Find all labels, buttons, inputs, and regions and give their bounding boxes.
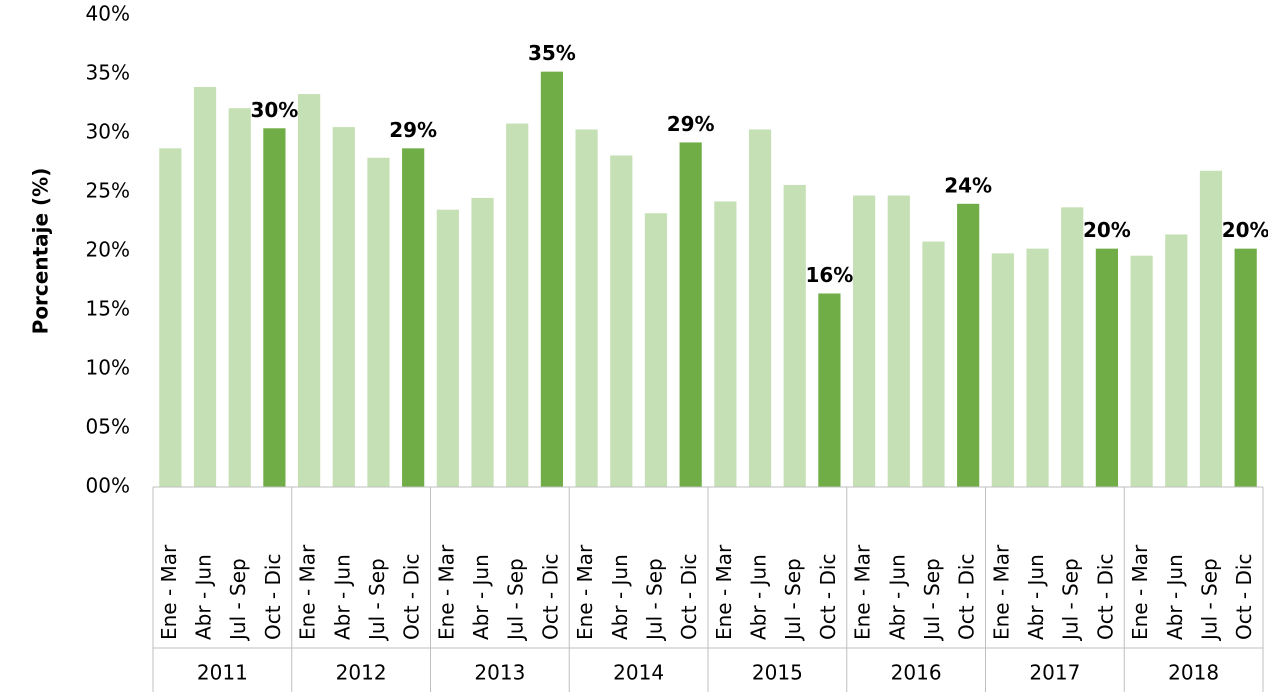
bar (332, 127, 355, 487)
y-tick-label: 25% (86, 179, 130, 203)
bar (644, 213, 668, 488)
group-label: 2016 (891, 661, 942, 685)
x-tick-label: Ene - Mar (1128, 544, 1152, 640)
x-tick-label: Oct - Dic (677, 554, 701, 640)
x-tick-label: Jul - Sep (920, 558, 944, 642)
bar (193, 86, 217, 487)
bar (922, 241, 945, 487)
x-tick-label: Ene - Mar (434, 544, 458, 640)
y-tick-label: 20% (86, 238, 130, 262)
x-tick-label: Oct - Dic (1093, 554, 1117, 640)
bar (818, 293, 841, 487)
bar (402, 148, 425, 487)
bar (714, 201, 737, 487)
bar (1234, 248, 1257, 487)
y-tick-label: 10% (86, 356, 130, 380)
x-tick-label: Abr - Jun (330, 554, 354, 640)
bar (1095, 248, 1119, 487)
y-tick-label: 00% (86, 474, 130, 498)
x-tick-label: Ene - Mar (157, 544, 181, 640)
bar (1199, 170, 1223, 487)
x-tick-label: Jul - Sep (1059, 558, 1083, 642)
x-tick-label: Ene - Mar (851, 544, 875, 640)
bar (1165, 234, 1188, 487)
x-tick-label: Jul - Sep (781, 558, 805, 642)
x-tick-label: Ene - Mar (712, 544, 736, 640)
bar (748, 129, 772, 487)
bar (540, 71, 564, 487)
x-tick-label: Abr - Jun (608, 554, 632, 640)
x-tick-label: Ene - Mar (296, 544, 320, 640)
y-tick-label: 30% (86, 120, 130, 144)
bar (575, 129, 598, 487)
y-tick-label: 35% (86, 61, 130, 85)
group-label: 2014 (613, 661, 664, 685)
y-axis-label: Porcentaje (%) (29, 168, 53, 335)
x-tick-label: Abr - Jun (747, 554, 771, 640)
bar (679, 142, 702, 487)
group-label: 2013 (474, 661, 525, 685)
value-label: 35% (528, 41, 576, 65)
x-tick-label: Abr - Jun (1163, 554, 1187, 640)
bar (887, 195, 910, 488)
bar (1026, 248, 1049, 487)
x-tick-label: Ene - Mar (573, 544, 597, 640)
value-label: 29% (389, 118, 437, 142)
x-tick-label: Jul - Sep (504, 558, 528, 642)
x-tick-label: Abr - Jun (192, 554, 216, 640)
group-label: 2011 (197, 661, 248, 685)
x-tick-label: Jul - Sep (1197, 558, 1221, 642)
x-tick-label: Jul - Sep (365, 558, 389, 642)
bar (436, 209, 459, 487)
x-tick-label: Oct - Dic (261, 554, 285, 640)
bar (1130, 255, 1153, 487)
value-label: 30% (250, 98, 298, 122)
x-tick-label: Jul - Sep (226, 558, 250, 642)
group-label: 2018 (1168, 661, 1219, 685)
y-tick-label: 15% (86, 297, 130, 321)
x-tick-label: Oct - Dic (955, 554, 979, 640)
bar (471, 197, 494, 487)
x-tick-label: Oct - Dic (400, 554, 424, 640)
y-tick-label: 05% (86, 415, 130, 439)
group-label: 2015 (752, 661, 803, 685)
bar (506, 123, 529, 487)
y-tick-label: 40% (86, 2, 130, 26)
bar (991, 253, 1014, 487)
bar (783, 184, 806, 488)
bar (610, 155, 633, 488)
x-tick-label: Oct - Dic (816, 554, 840, 640)
x-tick-label: Oct - Dic (538, 554, 562, 640)
bar (263, 128, 286, 487)
bar (852, 195, 876, 488)
x-tick-label: Oct - Dic (1232, 554, 1256, 640)
x-tick-label: Abr - Jun (1024, 554, 1048, 640)
x-tick-label: Ene - Mar (989, 544, 1013, 640)
x-tick-label: Abr - Jun (469, 554, 493, 640)
bar (297, 94, 321, 487)
value-label: 20% (1222, 218, 1268, 242)
x-tick-label: Abr - Jun (885, 554, 909, 640)
value-label: 29% (667, 112, 715, 136)
bar (957, 203, 980, 488)
x-tick-label: Jul - Sep (642, 558, 666, 642)
value-label: 20% (1083, 218, 1131, 242)
value-label: 24% (944, 173, 992, 197)
value-label: 16% (805, 263, 853, 287)
bar (367, 157, 390, 487)
bar (1061, 207, 1084, 487)
bar (228, 108, 251, 487)
group-label: 2012 (336, 661, 387, 685)
group-label: 2017 (1029, 661, 1080, 685)
bar (159, 148, 182, 487)
